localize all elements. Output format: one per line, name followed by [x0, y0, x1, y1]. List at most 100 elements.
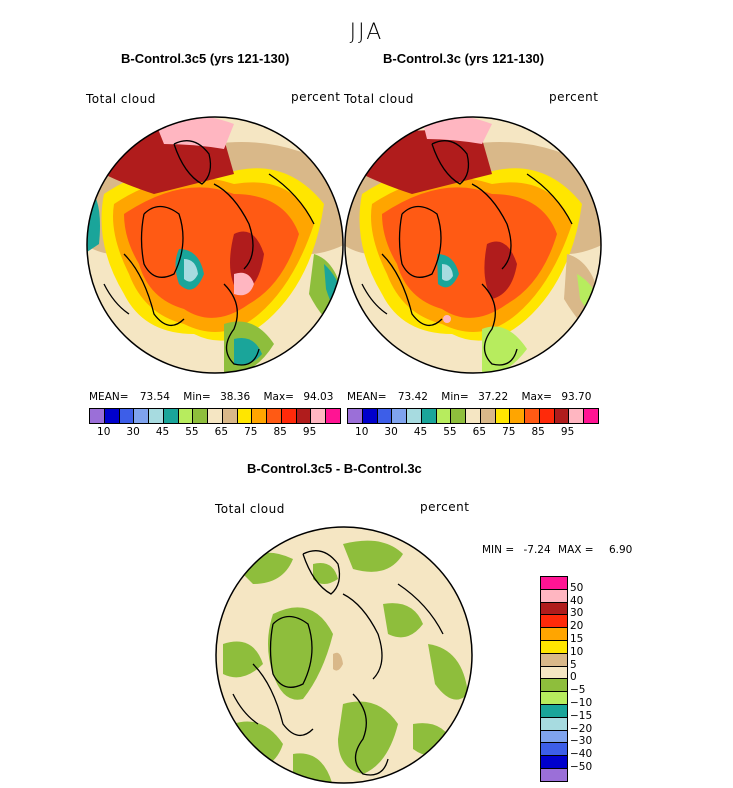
panel2-stats: MEAN= 73.42 Min= 37.22 Max= 93.70 [347, 391, 591, 403]
colorbar-swatch [541, 679, 567, 693]
colorbar-swatch [541, 756, 567, 769]
panel1-colorbar [89, 408, 341, 424]
colorbar-swatch [311, 409, 327, 423]
panel2-max-value: 93.70 [561, 391, 592, 403]
colorbar-swatch [541, 666, 567, 680]
colorbar-tick-label: 45 [413, 426, 428, 438]
colorbar-swatch [326, 409, 341, 423]
diff-region [338, 701, 398, 774]
panel1-max-label: Max= [263, 391, 294, 403]
colorbar-tick-label: −50 [570, 761, 593, 773]
colorbar-swatch [436, 409, 452, 423]
panel2-colorbar-ticks: 10 30 45 55 65 75 85 95 [347, 426, 599, 440]
diff-negative-regions [223, 540, 468, 783]
colorbar-swatch [222, 409, 238, 423]
panel1-mean-value: 73.54 [139, 391, 170, 403]
colorbar-tick-label: 55 [185, 426, 199, 438]
colorbar-tick-label: 85 [531, 426, 545, 438]
colorbar-tick-label: 95 [302, 426, 317, 438]
panel2-units: percent [549, 90, 599, 104]
diff-region [333, 652, 343, 671]
panel2-title: B-Control.3c (yrs 121-130) [383, 51, 545, 66]
colorbar-swatch [541, 589, 567, 603]
colorbar-swatch [541, 743, 567, 757]
panel1-min-value: 38.36 [220, 391, 251, 403]
colorbar-swatch [104, 409, 120, 423]
colorbar-swatch [541, 615, 567, 629]
colorbar-swatch [193, 409, 209, 423]
map1-region [124, 187, 299, 318]
diff-min-label: MIN = [482, 544, 515, 556]
colorbar-swatch [541, 628, 567, 641]
colorbar-swatch [584, 409, 599, 423]
map2-coastlines [361, 140, 573, 366]
colorbar-swatch [541, 692, 567, 705]
colorbar-tick-label: 10 [97, 426, 111, 438]
colorbar-swatch [296, 409, 312, 423]
map1-region [154, 117, 234, 149]
colorbar-swatch [541, 717, 567, 731]
diff-units: percent [420, 500, 470, 514]
diff-title: B-Control.3c5 - B-Control.3c [247, 461, 422, 476]
colorbar-swatch [451, 409, 467, 423]
colorbar-swatch [541, 704, 567, 718]
map-panel1 [86, 116, 344, 374]
colorbar-swatch [541, 577, 567, 590]
diff-colorbar-ticks: 50 40 30 20 15 10 5 0 −5 −10 −15 −20 −30 −40 −50 [570, 576, 610, 776]
colorbar-tick-label: 65 [214, 426, 229, 438]
colorbar-tick-label: −5 [570, 684, 586, 697]
colorbar-swatch [377, 409, 393, 423]
colorbar-tick-label: 30 [126, 426, 140, 438]
diff-coastlines [232, 550, 444, 776]
diff-region [428, 644, 468, 700]
colorbar-tick-label: 55 [443, 426, 457, 438]
colorbar-tick-label: −20 [570, 722, 593, 735]
colorbar-tick-label: 45 [155, 426, 170, 438]
colorbar-swatch [267, 409, 282, 423]
panel1-units: percent [291, 90, 341, 104]
panel1-mean-label: MEAN= [89, 391, 129, 403]
colorbar-swatch [466, 409, 481, 423]
map-panel2 [344, 116, 602, 374]
map1-region [184, 259, 198, 282]
colorbar-swatch [362, 409, 378, 423]
map-diff [215, 526, 473, 784]
colorbar-tick-label: 20 [570, 620, 584, 633]
colorbar-tick-label: 10 [355, 426, 369, 438]
panel2-mean-label: MEAN= [347, 391, 387, 403]
colorbar-swatch [407, 409, 422, 423]
colorbar-swatch [134, 409, 150, 423]
map2-region [422, 117, 492, 144]
diff-region [268, 607, 333, 700]
map2-outline [344, 116, 602, 374]
colorbar-tick-label: 40 [570, 594, 584, 607]
panel1-max-value: 94.03 [303, 391, 334, 403]
panel1-variable: Total cloud [86, 92, 156, 106]
diff-region [383, 603, 423, 638]
season-title: JJA [349, 20, 384, 45]
colorbar-tick-label: 30 [384, 426, 398, 438]
colorbar-swatch [281, 409, 297, 423]
colorbar-tick-label: 15 [570, 633, 584, 645]
colorbar-tick-label: 85 [273, 426, 287, 438]
colorbar-tick-label: 65 [472, 426, 487, 438]
colorbar-swatch [392, 409, 408, 423]
colorbar-swatch [495, 409, 511, 423]
colorbar-swatch [541, 730, 567, 744]
diff-max-value: 6.90 [608, 544, 633, 556]
colorbar-swatch [90, 409, 105, 423]
diff-region [223, 641, 263, 678]
colorbar-tick-label: 75 [502, 426, 516, 438]
colorbar-swatch [252, 409, 268, 423]
colorbar-swatch [541, 768, 567, 781]
map1-outline [86, 116, 344, 374]
colorbar-swatch [163, 409, 179, 423]
colorbar-tick-label: −30 [570, 735, 593, 748]
map2-region [443, 315, 451, 323]
diff-variable: Total cloud [215, 502, 285, 516]
panel1-min-label: Min= [183, 391, 211, 403]
diff-max-label: MAX = [558, 544, 594, 556]
colorbar-tick-label: 75 [244, 426, 258, 438]
map1-coastlines [103, 140, 315, 366]
panel2-variable: Total cloud [344, 92, 414, 106]
